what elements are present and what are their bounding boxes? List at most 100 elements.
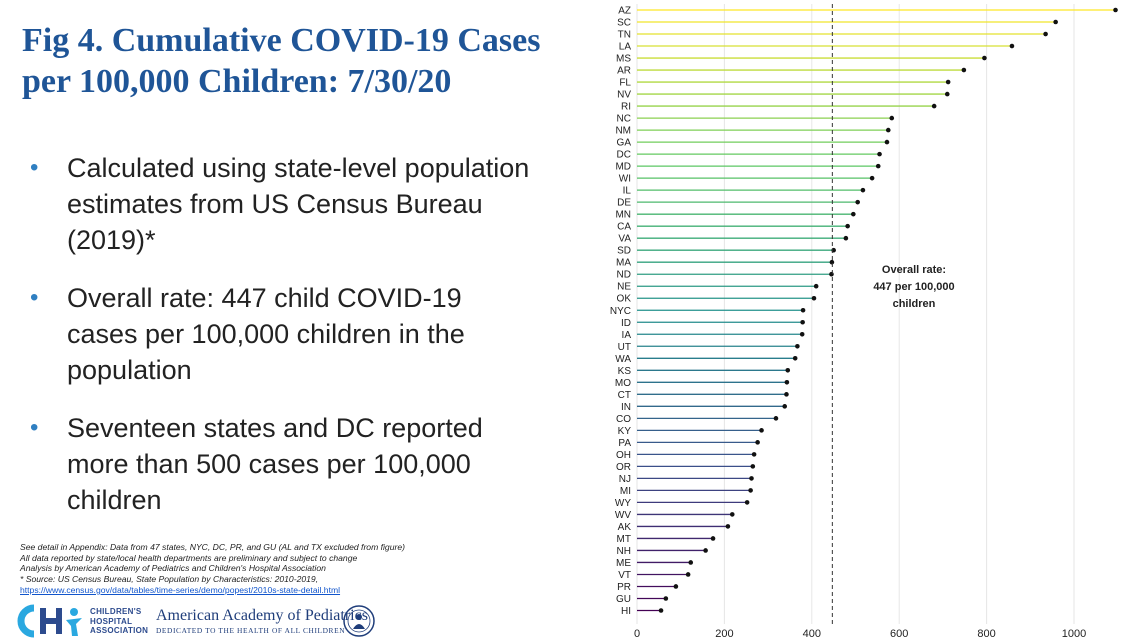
census-link[interactable]: https://www.census.gov/data/tables/time-… <box>20 584 341 595</box>
footnote-line-2: All data reported by state/local health … <box>20 552 358 563</box>
category-label-ID: ID <box>621 318 631 329</box>
annotation-line-2: 447 per 100,000 <box>873 281 954 293</box>
category-label-NV: NV <box>617 90 631 101</box>
point-AR <box>961 67 967 73</box>
category-label-KS: KS <box>618 366 632 377</box>
bullet-list: • Calculated using state-level population… <box>30 150 530 518</box>
point-IN <box>782 404 788 409</box>
point-ID <box>800 319 805 325</box>
category-label-GA: GA <box>617 138 632 149</box>
lollipop-chart: AZSCTNLAMSARFLNVRINCNMGADCMDWIILDEMNCAVA… <box>610 4 1118 640</box>
category-label-VA: VA <box>618 234 631 245</box>
category-label-NJ: NJ <box>619 474 631 485</box>
x-tick-label-0: 0 <box>634 628 640 640</box>
point-WI <box>869 175 875 181</box>
cha-logo-text: CHILDREN'S HOSPITAL ASSOCIATION <box>90 607 149 635</box>
point-KS <box>785 368 791 373</box>
category-label-IL: IL <box>623 186 632 197</box>
point-NYC <box>800 307 806 313</box>
category-label-KY: KY <box>618 426 632 437</box>
point-NM <box>885 127 891 133</box>
category-label-WI: WI <box>619 174 631 185</box>
slide-title: Fig 4. Cumulative COVID-19 Cases per 100… <box>22 22 541 100</box>
annotation-line-3: children <box>893 298 936 310</box>
category-label-FL: FL <box>619 78 631 89</box>
point-IL <box>860 187 866 193</box>
point-NV <box>944 91 950 97</box>
category-label-OK: OK <box>617 294 632 305</box>
aap-logo-tagline: DEDICATED TO THE HEALTH OF ALL CHILDREN <box>156 626 346 635</box>
point-CT <box>784 392 789 397</box>
point-ND <box>829 271 834 277</box>
point-GA <box>884 139 890 145</box>
category-label-UT: UT <box>618 342 631 353</box>
point-PA <box>755 440 760 445</box>
point-OK <box>811 295 817 301</box>
point-CO <box>773 416 779 421</box>
point-VA <box>843 235 849 241</box>
category-label-MA: MA <box>616 258 631 269</box>
aap-logo-name: American Academy of Pediatrics <box>156 607 368 624</box>
category-label-NH: NH <box>617 546 631 557</box>
category-label-MS: MS <box>616 54 631 65</box>
logo-bar: CHILDREN'S HOSPITAL ASSOCIATION American… <box>14 604 554 638</box>
bullet-item-3: • Seventeen states and DC reported more t… <box>30 410 530 518</box>
point-MI <box>748 488 753 493</box>
point-VT <box>685 572 691 577</box>
point-NJ <box>749 476 754 481</box>
point-WY <box>744 500 750 505</box>
point-FL <box>945 79 951 85</box>
point-DC <box>877 151 882 157</box>
point-NC <box>889 115 895 121</box>
category-label-IN: IN <box>621 402 631 413</box>
category-label-ND: ND <box>617 270 631 281</box>
bullet-dot-icon: • <box>30 284 39 311</box>
annotation-line-1: Overall rate: <box>882 264 946 276</box>
x-tick-label-200: 200 <box>715 628 733 640</box>
point-AK <box>725 524 731 529</box>
point-OH <box>751 452 757 457</box>
footnote-line-1: See detail in Appendix: Data from 47 sta… <box>20 542 405 552</box>
category-label-MO: MO <box>615 378 631 389</box>
point-UT <box>795 343 800 349</box>
category-label-VT: VT <box>618 570 631 581</box>
category-label-DC: DC <box>617 150 631 161</box>
point-TN <box>1043 31 1048 37</box>
category-label-NC: NC <box>617 114 631 125</box>
category-label-CO: CO <box>616 414 631 425</box>
point-PR <box>673 584 679 589</box>
x-tick-label-400: 400 <box>803 628 821 640</box>
point-RI <box>931 103 937 109</box>
category-label-SD: SD <box>617 246 631 257</box>
point-MN <box>851 211 856 217</box>
bullet-text-2: Overall rate: 447 child COVID-19 cases p… <box>67 283 465 385</box>
bullet-dot-icon: • <box>30 414 39 441</box>
footnote-line-3: Analysis by American Academy of Pediatri… <box>20 563 326 574</box>
bullet-item-2: • Overall rate: 447 child COVID-19 cases … <box>30 280 530 388</box>
category-label-WV: WV <box>615 510 631 521</box>
point-MO <box>784 380 790 385</box>
category-label-SC: SC <box>617 18 631 29</box>
point-GU <box>663 596 669 601</box>
aap-seal-icon <box>343 605 375 637</box>
category-label-OH: OH <box>616 450 631 461</box>
cha-logo-icon <box>17 604 82 638</box>
footnote-line-4: * Source: US Census Bureau, State Popula… <box>20 574 319 585</box>
point-MD <box>875 163 881 169</box>
category-label-CA: CA <box>617 222 631 233</box>
category-label-RI: RI <box>621 102 631 113</box>
point-NH <box>703 548 708 553</box>
point-WV <box>729 512 735 517</box>
point-MA <box>829 259 835 265</box>
point-NE <box>813 283 819 289</box>
category-label-GU: GU <box>616 594 631 605</box>
category-label-PA: PA <box>618 438 631 449</box>
footnote: See detail in Appendix: Data from 47 sta… <box>20 542 550 596</box>
category-label-AZ: AZ <box>618 6 631 17</box>
point-OR <box>750 464 756 469</box>
category-label-NM: NM <box>615 126 631 137</box>
category-label-MD: MD <box>615 162 631 173</box>
category-label-MT: MT <box>617 534 631 545</box>
point-WA <box>792 355 798 361</box>
bullet-text-1: Calculated using state-level population … <box>67 153 530 255</box>
